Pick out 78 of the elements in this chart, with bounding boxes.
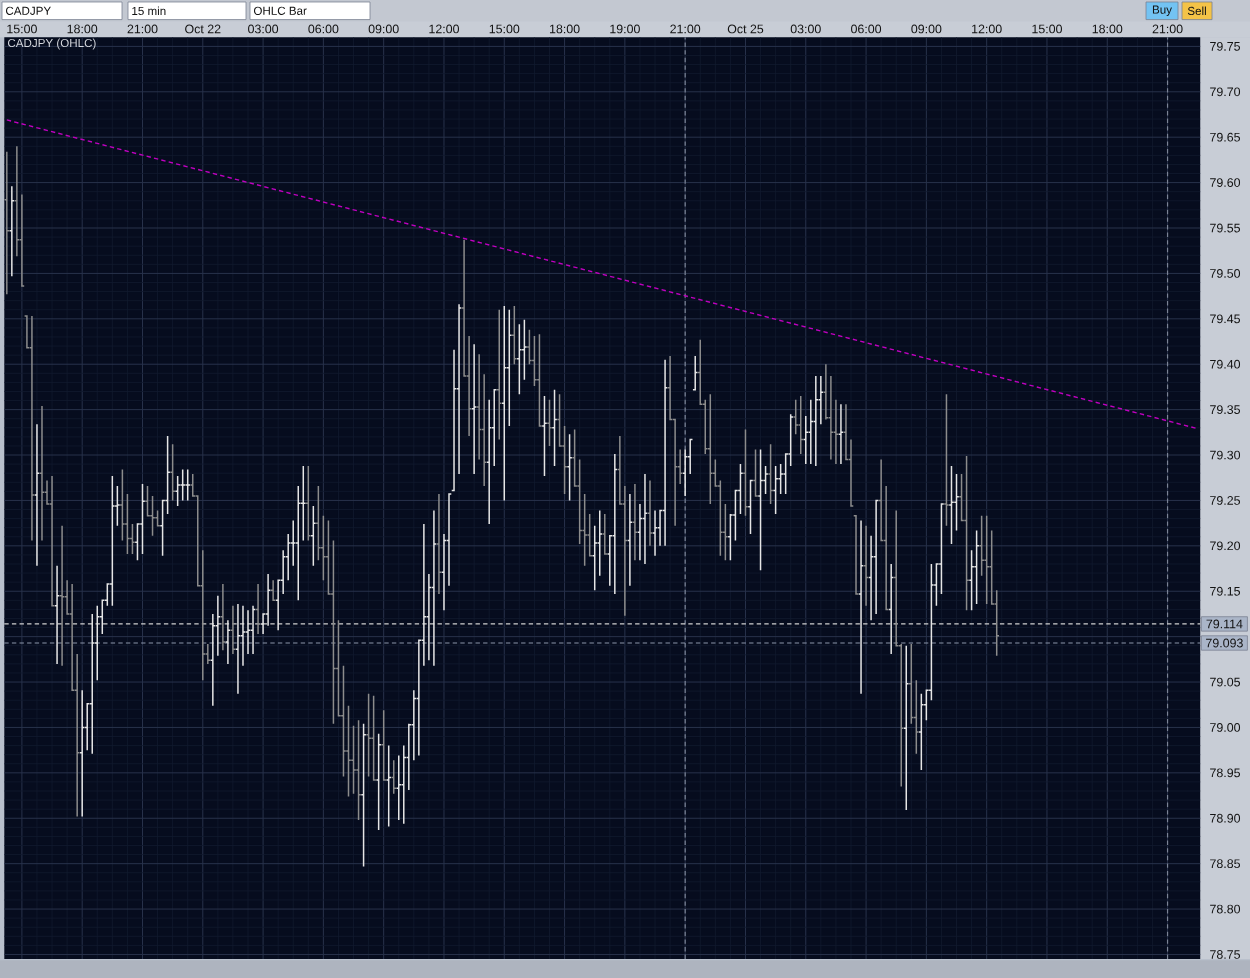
candlestick: [59, 525, 66, 667]
candlestick: [501, 305, 508, 502]
candlestick: [38, 405, 46, 542]
candlestick: [641, 473, 649, 565]
candlestick: [611, 453, 618, 595]
candlestick: [551, 388, 558, 467]
candlestick: [752, 448, 759, 497]
candlestick: [742, 428, 749, 517]
candlestick: [234, 603, 242, 695]
candlestick: [857, 519, 865, 695]
candlestick: [385, 744, 392, 828]
candlestick: [255, 583, 262, 635]
candlestick: [516, 323, 523, 395]
candlestick: [48, 475, 56, 607]
candlestick: [33, 423, 41, 567]
candlestick: [471, 343, 478, 475]
candlestick: [224, 619, 231, 665]
candlestick: [8, 185, 15, 277]
candlestick: [662, 358, 669, 547]
candlestick: [873, 499, 880, 615]
candlestick: [229, 605, 236, 655]
candlestick: [375, 733, 382, 831]
candlestick: [983, 515, 990, 605]
candlestick: [305, 465, 312, 542]
candlestick: [546, 398, 553, 447]
candlestick: [109, 475, 116, 607]
candlestick: [265, 573, 272, 627]
candlestick: [270, 579, 277, 602]
candlestick: [3, 150, 10, 296]
candlestick: [707, 393, 714, 505]
candlestick: [28, 315, 35, 542]
candlestick: [365, 693, 372, 778]
candlestick: [566, 433, 573, 502]
candlestick: [747, 479, 754, 535]
candlestick: [249, 605, 257, 655]
candlestick: [948, 465, 955, 545]
candlestick: [390, 759, 397, 795]
candlestick: [79, 689, 86, 818]
candlestick: [179, 468, 186, 502]
candlestick: [973, 529, 980, 605]
candlestick: [370, 694, 377, 781]
candlestick: [536, 333, 543, 427]
candlestick: [631, 483, 638, 562]
candlestick: [355, 719, 362, 821]
candlestick: [360, 723, 367, 868]
candlestick: [772, 465, 779, 515]
candlestick: [380, 709, 387, 781]
candlestick: [646, 479, 654, 547]
candlestick: [888, 563, 895, 655]
candlestick: [852, 515, 860, 595]
candlestick: [174, 475, 181, 507]
candlestick: [310, 505, 317, 567]
candlestick: [89, 613, 96, 755]
candlestick: [757, 448, 764, 572]
candlestick: [496, 308, 503, 441]
candlestick: [797, 395, 804, 455]
candlestick: [139, 483, 146, 555]
candlestick: [511, 305, 518, 365]
candlestick: [963, 455, 970, 612]
candlestick: [692, 355, 699, 391]
candlestick: [219, 583, 226, 652]
candlestick: [430, 509, 437, 667]
candlestick: [54, 565, 61, 665]
candlestick: [169, 443, 176, 502]
candlestick: [918, 693, 925, 771]
candlestick: [541, 395, 548, 477]
candlestick: [601, 513, 608, 555]
candlestick: [812, 375, 819, 467]
candlestick: [767, 443, 774, 505]
candlestick: [626, 493, 633, 587]
candlestick: [903, 644, 910, 811]
candlestick: [943, 393, 950, 527]
candlestick: [395, 754, 402, 821]
candlestick: [435, 493, 442, 595]
candlestick: [837, 403, 844, 465]
candlestick: [863, 525, 870, 607]
candlestick: [651, 509, 659, 557]
candlestick: [184, 468, 191, 502]
